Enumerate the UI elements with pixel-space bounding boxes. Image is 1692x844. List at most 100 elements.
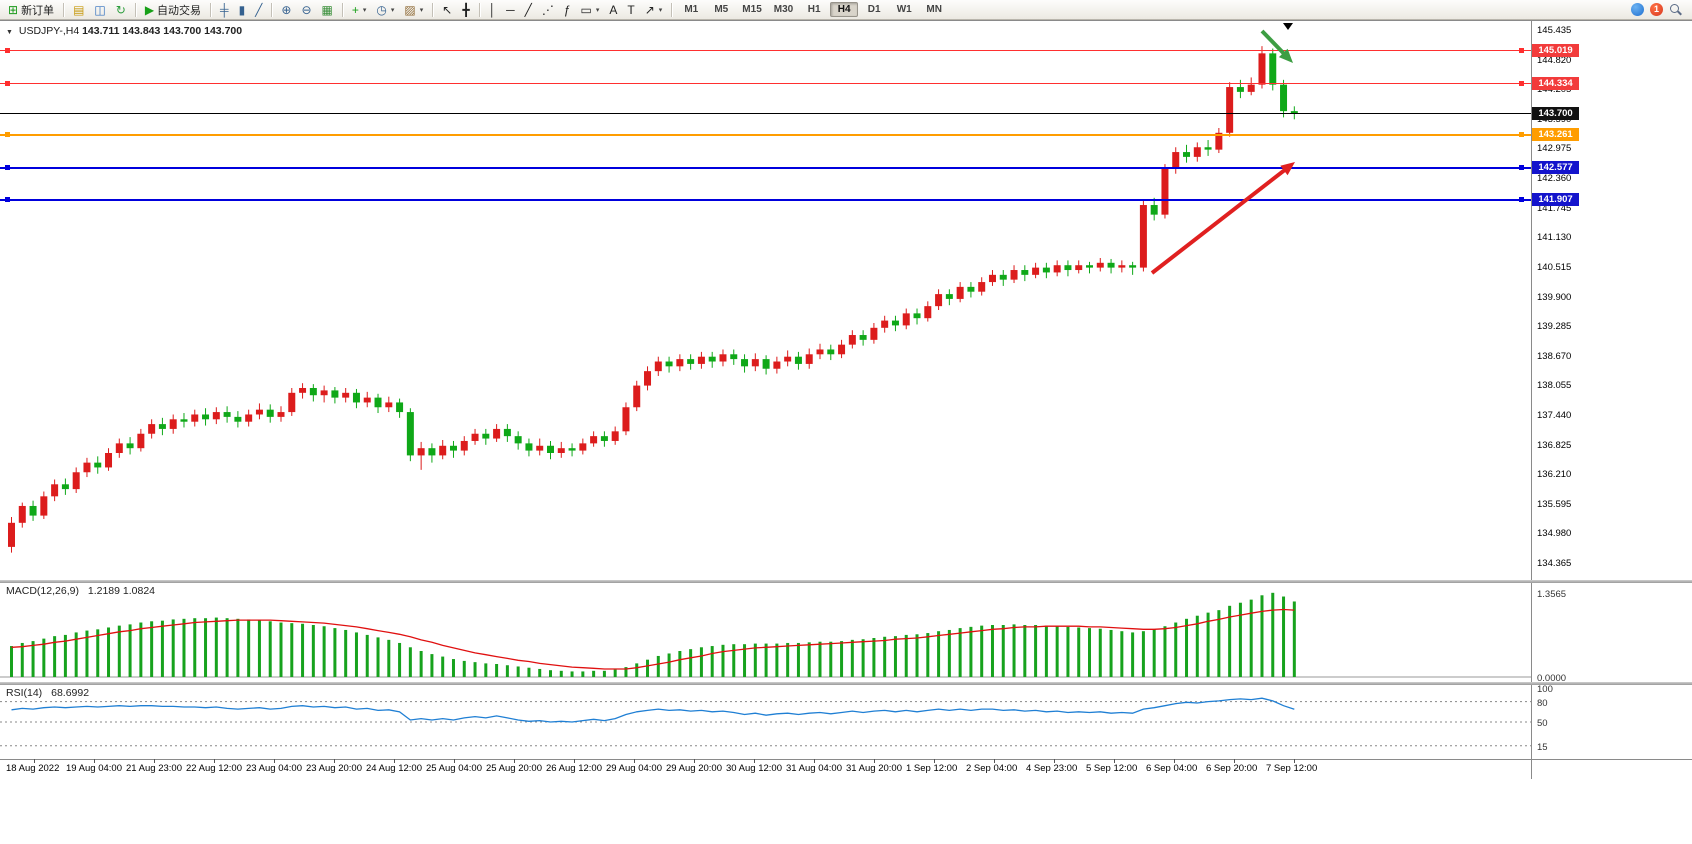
resistance-line-1-left-handle[interactable] xyxy=(5,47,10,53)
indicators-icon: + xyxy=(351,2,359,17)
candle-body xyxy=(40,496,48,516)
resistance-line-2-right-handle[interactable] xyxy=(1519,80,1524,86)
refresh-icon[interactable]: ↻ xyxy=(111,0,131,20)
macd-bar xyxy=(1271,592,1275,677)
macd-bar xyxy=(96,629,100,677)
candle-body xyxy=(1107,262,1115,268)
vertical-line-icon[interactable]: │ xyxy=(484,0,502,20)
time-axis-label: 19 Aug 04:00 xyxy=(66,763,122,774)
macd-bar xyxy=(408,647,412,677)
channel-icon[interactable]: ⋰ xyxy=(537,0,559,20)
search-icon[interactable] xyxy=(1669,3,1682,16)
macd-panel-label: MACD(12,26,9) 1.2189 1.0824 xyxy=(6,585,155,597)
current-price-line[interactable] xyxy=(0,113,1531,115)
bar-chart-icon[interactable]: ╪ xyxy=(215,0,234,20)
candle-body xyxy=(1204,147,1212,150)
time-axis-label: 2 Sep 04:00 xyxy=(966,763,1018,774)
zoom-out-icon[interactable]: ⊖ xyxy=(296,0,316,20)
templates-icon[interactable]: ▨ ▾ xyxy=(399,0,428,20)
pivot-line-right-handle[interactable] xyxy=(1519,132,1524,138)
support-line-2-left-handle[interactable] xyxy=(5,197,10,203)
resistance-line-2[interactable] xyxy=(0,82,1531,84)
rsi-panel-divider[interactable] xyxy=(0,682,1692,685)
cursor-icon[interactable]: ↖ xyxy=(437,0,457,20)
candle-body xyxy=(741,359,749,367)
candle-body xyxy=(525,443,533,451)
resistance-line-2-left-handle[interactable] xyxy=(5,80,10,86)
shapes-icon[interactable]: ▭ ▾ xyxy=(576,0,605,20)
text-icon[interactable]: A xyxy=(604,0,622,20)
pivot-line[interactable] xyxy=(0,133,1531,136)
timeframe-h4-button[interactable]: H4 xyxy=(830,2,859,17)
macd-bar xyxy=(1260,595,1264,677)
line-chart-icon[interactable]: ╱ xyxy=(250,0,267,20)
support-line-1-right-handle[interactable] xyxy=(1519,165,1524,171)
fibonacci-icon[interactable]: ƒ xyxy=(559,0,576,20)
macd-bar xyxy=(419,651,423,677)
candle-body xyxy=(277,412,285,417)
macd-panel-divider[interactable] xyxy=(0,580,1692,583)
auto-trading-icon: ▶ xyxy=(144,2,155,17)
timeframe-m5-button[interactable]: M5 xyxy=(714,4,729,15)
text-label-icon[interactable]: T xyxy=(622,0,639,20)
candle-body xyxy=(988,274,996,283)
time-axis-label: 31 Aug 20:00 xyxy=(846,763,902,774)
candlestick-icon: ▮ xyxy=(238,2,246,17)
time-axis-tick xyxy=(1054,759,1055,763)
rsi-indicator-name: RSI(14) xyxy=(6,687,43,699)
macd-bar xyxy=(710,646,714,677)
zoom-in-icon[interactable]: ⊕ xyxy=(276,0,296,20)
candle-body xyxy=(730,354,738,360)
macd-bar xyxy=(322,626,326,677)
macd-plot[interactable] xyxy=(0,583,1531,682)
profiles-icon[interactable]: ◫ xyxy=(89,0,110,20)
arrows-icon[interactable]: ↗ ▾ xyxy=(640,0,668,20)
time-axis-label: 23 Aug 04:00 xyxy=(246,763,302,774)
collapse-triangle-icon[interactable]: ▼ xyxy=(6,29,13,36)
candle-body xyxy=(999,274,1007,280)
periods-icon[interactable]: ◷ ▾ xyxy=(371,0,399,20)
candle-body xyxy=(374,397,382,408)
tile-windows-icon[interactable]: ▦ xyxy=(317,0,338,20)
candle-body xyxy=(557,448,565,453)
macd-bar xyxy=(1109,629,1113,677)
candlestick-icon[interactable]: ▮ xyxy=(234,0,251,20)
timeframe-w1-button[interactable]: W1 xyxy=(896,4,912,15)
timeframe-m30-button[interactable]: M30 xyxy=(773,4,794,15)
candle-body xyxy=(180,419,188,422)
support-line-1-left-handle[interactable] xyxy=(5,165,10,171)
horizontal-line-icon[interactable]: ─ xyxy=(501,0,520,20)
resistance-line-1[interactable] xyxy=(0,49,1531,51)
support-line-1[interactable] xyxy=(0,166,1531,169)
macd-bar xyxy=(549,670,552,677)
rsi-scale-label: 80 xyxy=(1537,697,1548,709)
community-icon[interactable] xyxy=(1631,3,1644,16)
rsi-plot[interactable] xyxy=(0,685,1531,759)
macd-bar xyxy=(1292,601,1296,677)
charts-icon[interactable]: ▤ xyxy=(68,0,89,20)
support-line-2-right-handle[interactable] xyxy=(1519,197,1524,203)
main-chart-plot[interactable] xyxy=(0,21,1531,580)
auto-trading-button[interactable]: ▶ 自动交易 xyxy=(140,0,206,20)
new-order-button[interactable]: ⊞ 新订单 xyxy=(3,0,59,20)
timeframe-mn-button[interactable]: MN xyxy=(926,4,942,15)
toolbar-separator xyxy=(432,2,434,17)
resistance-line-1-right-handle[interactable] xyxy=(1519,47,1524,53)
indicators-icon[interactable]: + ▾ xyxy=(347,0,372,20)
time-axis-label: 29 Aug 04:00 xyxy=(606,763,662,774)
text-label-icon: T xyxy=(627,2,635,17)
timeframe-d1-button[interactable]: D1 xyxy=(867,4,881,15)
notification-badge[interactable]: 1 xyxy=(1650,3,1663,16)
macd-bar xyxy=(1098,628,1102,677)
chart-shift-marker[interactable] xyxy=(1283,23,1293,30)
support-line-2[interactable] xyxy=(0,198,1531,201)
timeframe-m15-button[interactable]: M15 xyxy=(742,4,762,15)
time-axis-tick xyxy=(994,759,995,763)
macd-bar xyxy=(764,643,768,677)
trendline-icon[interactable]: ╱ xyxy=(520,0,537,20)
timeframe-h1-button[interactable]: H1 xyxy=(807,4,821,15)
timeframe-m1-button[interactable]: M1 xyxy=(684,4,699,15)
pivot-line-left-handle[interactable] xyxy=(5,132,10,138)
macd-bar xyxy=(559,670,563,677)
crosshair-icon[interactable]: ╋ xyxy=(457,0,474,20)
